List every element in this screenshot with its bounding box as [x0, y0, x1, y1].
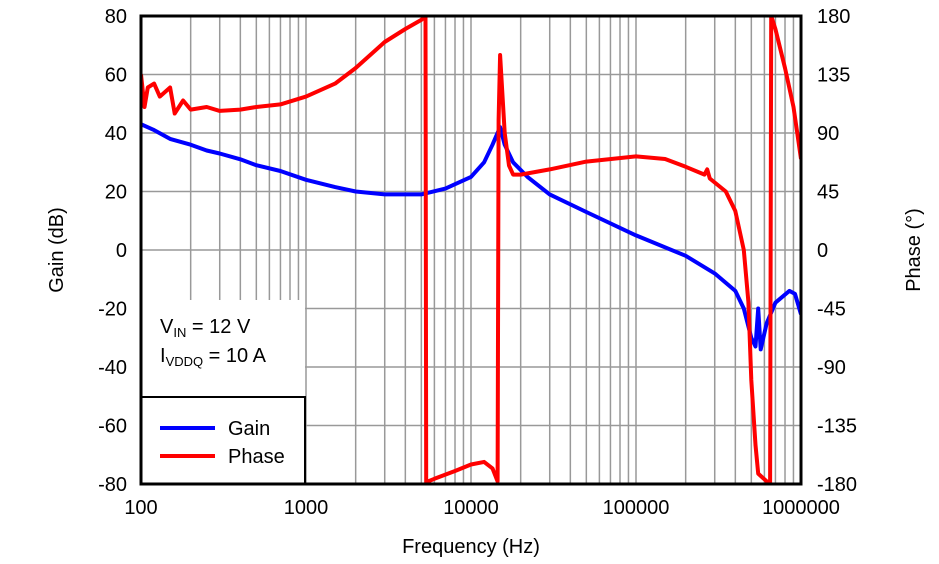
annotation-ivddq: IVDDQ = 10 A — [160, 345, 267, 369]
y-axis-label: Gain (dB) — [46, 207, 68, 293]
y2-tick-label: 0 — [817, 240, 828, 262]
x-tick-label: 10000 — [443, 497, 499, 519]
y-tick-label: -60 — [98, 416, 127, 438]
y-tick-label: 20 — [105, 182, 127, 204]
tick-labels: 80 60 40 20 0 -20 -40 -60 -80 180 135 90 45 0 -45 -90 -1… — [98, 6, 857, 519]
y2-tick-label: -180 — [817, 474, 857, 496]
y-tick-label: 0 — [116, 240, 127, 262]
x-tick-label: 100 — [124, 497, 157, 519]
x-axis-label: Frequency (Hz) — [402, 536, 540, 558]
x-tick-label: 1000000 — [762, 497, 840, 519]
x-tick-label: 1000 — [284, 497, 329, 519]
series-line-gain — [141, 122, 801, 352]
y-tick-label: -40 — [98, 357, 127, 379]
series-line-phase — [141, 16, 801, 484]
x-tick-label: 100000 — [603, 497, 670, 519]
y2-axis-label: Phase (°) — [903, 208, 925, 292]
y2-tick-label: 180 — [817, 6, 850, 28]
y2-tick-label: -45 — [817, 299, 846, 321]
legend-box — [140, 396, 306, 485]
legend: Gain Phase — [140, 396, 306, 485]
y-tick-label: -80 — [98, 474, 127, 496]
plot-frame — [139, 14, 803, 486]
grid — [141, 15, 801, 485]
y2-tick-label: 45 — [817, 182, 839, 204]
y-tick-label: 40 — [105, 123, 127, 145]
y-tick-label: 80 — [105, 6, 127, 28]
annotation-vin: VIN = 12 V — [160, 316, 251, 340]
y2-tick-label: -90 — [817, 357, 846, 379]
y-tick-label: 60 — [105, 65, 127, 87]
y2-tick-label: 135 — [817, 65, 850, 87]
plot-lines — [141, 16, 801, 484]
y2-tick-label: -135 — [817, 416, 857, 438]
legend-label-phase: Phase — [228, 446, 285, 468]
legend-label-gain: Gain — [228, 418, 270, 440]
y-tick-label: -20 — [98, 299, 127, 321]
y2-tick-label: 90 — [817, 123, 839, 145]
